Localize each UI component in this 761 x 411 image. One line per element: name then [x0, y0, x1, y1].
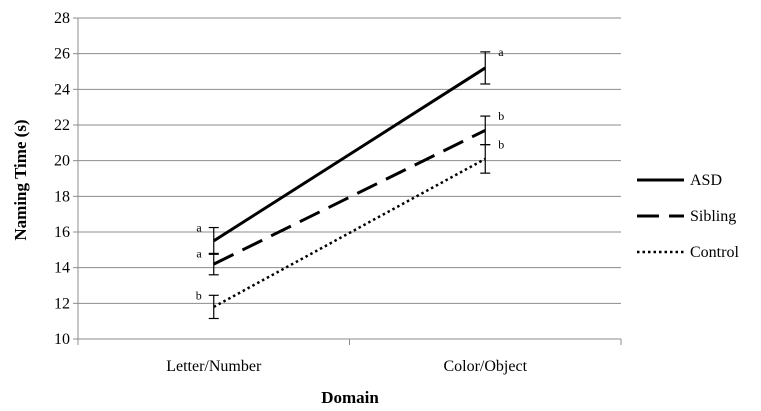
significance-label: a — [196, 221, 202, 235]
significance-label: b — [498, 138, 504, 152]
significance-label: b — [498, 109, 504, 123]
series-lines — [212, 66, 487, 308]
y-tick-label: 18 — [54, 188, 70, 205]
legend: ASD Sibling Control — [637, 172, 739, 261]
error-bars — [208, 51, 491, 320]
y-tick-label: 26 — [54, 46, 70, 63]
x-axis-label: Domain — [321, 388, 379, 407]
series-line-asd — [212, 66, 487, 243]
y-tick-label: 16 — [54, 224, 70, 241]
series-line-control — [213, 157, 486, 308]
y-tick-labels: 10 12 14 16 18 20 22 24 26 28 — [54, 10, 70, 348]
significance-label: b — [196, 288, 202, 302]
legend-label-control: Control — [690, 244, 739, 261]
x-tick-labels: Letter/Number Color/Object — [166, 358, 527, 375]
legend-label-sibling: Sibling — [690, 208, 736, 225]
y-tick-label: 14 — [54, 260, 70, 277]
y-tick-label: 20 — [54, 153, 70, 170]
y-tick-label: 12 — [54, 295, 70, 312]
y-tick-label: 22 — [54, 117, 70, 134]
series-line-sibling — [213, 129, 486, 266]
y-axis-label: Naming Time (s) — [11, 119, 30, 240]
y-tick-label: 28 — [54, 10, 70, 27]
axes — [77, 18, 622, 345]
y-tick-label: 10 — [54, 331, 70, 348]
x-tick-label: Color/Object — [443, 358, 527, 375]
x-tick-label: Letter/Number — [166, 358, 262, 375]
gridlines — [73, 17, 621, 340]
legend-label-asd: ASD — [690, 172, 722, 189]
y-tick-label: 24 — [54, 81, 70, 98]
significance-label: a — [196, 246, 202, 260]
significance-label: a — [498, 45, 504, 59]
